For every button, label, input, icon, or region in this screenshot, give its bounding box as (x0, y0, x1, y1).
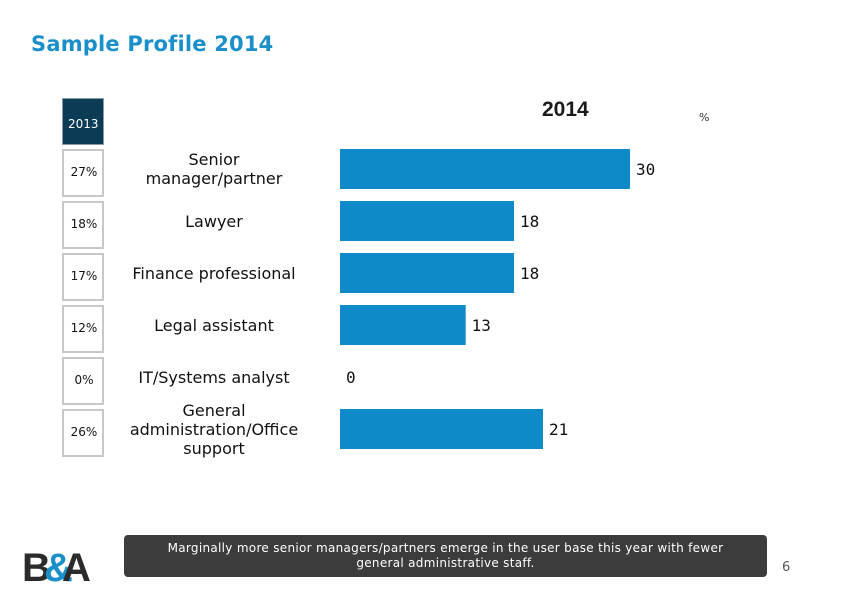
comparison-box-2 (62, 253, 104, 301)
category-label-3: Legal assistant (104, 316, 324, 335)
comparison-box-5 (62, 409, 104, 457)
comparison-box-4 (62, 357, 104, 405)
comparison-value-5: 26% (70, 425, 98, 439)
page-number: 6 (782, 560, 791, 575)
bar-value-label-0: 30 (636, 160, 655, 179)
comparison-box-0 (62, 149, 104, 197)
category-label-line: support (183, 438, 245, 458)
svg-text:A: A (62, 546, 90, 585)
comparison-value-1: 18% (70, 217, 98, 231)
category-label-line: Finance professional (132, 263, 296, 283)
comparison-value-2: 17% (70, 269, 98, 283)
category-label-2: Finance professional (104, 264, 324, 283)
comparison-header-label: 2013 (68, 117, 99, 131)
bar-3 (340, 305, 466, 345)
comparison-value-4: 0% (74, 373, 94, 387)
bar-value-label-3: 13 (472, 316, 491, 335)
page-title: Sample Profile 2014 (31, 32, 274, 56)
bar-value-label-4: 0 (346, 368, 356, 387)
svg-text:&: & (44, 546, 73, 585)
bar-2 (340, 253, 514, 293)
logo-icon: B & A (22, 546, 90, 585)
chart-title: 2014 (542, 98, 589, 121)
category-label-line: Legal assistant (154, 315, 274, 335)
bar-value-label-2: 18 (520, 264, 539, 283)
callout-box: Marginally more senior managers/partners… (124, 535, 767, 577)
category-label-line: Senior (188, 150, 240, 169)
svg-text:B: B (22, 546, 51, 585)
comparison-header-box (62, 98, 104, 145)
category-label-1: Lawyer (104, 212, 324, 231)
category-label-line: administration/Office (129, 419, 299, 439)
unit-label: % (699, 111, 710, 124)
bar-1 (340, 201, 514, 241)
bar-5 (340, 409, 543, 449)
bar-value-label-5: 21 (549, 420, 568, 439)
callout-text: Marginally more senior managers/partners… (167, 541, 724, 570)
comparison-box-1 (62, 201, 104, 249)
category-label-0: Senior manager/partner (104, 150, 324, 188)
category-label-4: IT/Systems analyst (104, 368, 324, 387)
category-label-5: General administration/Office support (104, 401, 324, 458)
category-label-line: IT/Systems analyst (138, 367, 290, 387)
bar-value-label-1: 18 (520, 212, 539, 231)
comparison-value-3: 12% (70, 321, 98, 335)
category-label-line: manager/partner (145, 169, 283, 188)
comparison-box-3 (62, 305, 104, 353)
comparison-value-0: 27% (70, 165, 98, 179)
bar-0 (340, 149, 630, 189)
category-label-line: Lawyer (185, 211, 243, 231)
category-label-line: General (182, 400, 246, 420)
